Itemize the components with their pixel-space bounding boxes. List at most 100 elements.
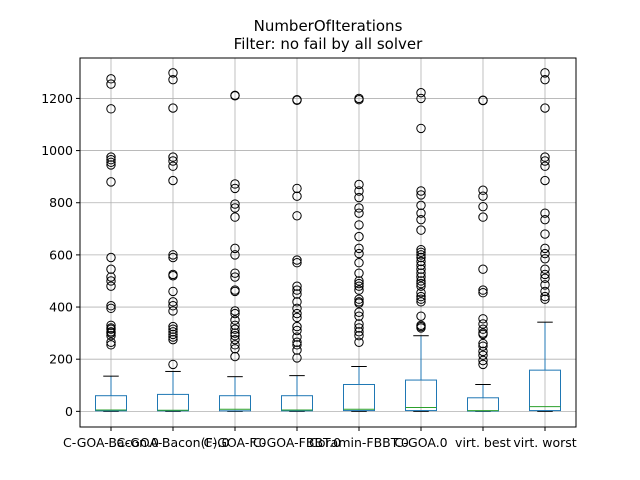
outlier-point — [168, 306, 178, 316]
outlier-point — [106, 276, 116, 286]
y-tick-label: 600 — [49, 247, 73, 262]
outlier-point — [540, 286, 550, 297]
outlier-point — [478, 350, 488, 360]
box-3 — [219, 90, 251, 412]
outlier-point — [292, 297, 302, 307]
box-body — [405, 379, 437, 412]
outlier-point — [168, 175, 178, 186]
outlier-point — [540, 229, 550, 239]
outlier-point — [416, 291, 426, 302]
outlier-point — [292, 183, 302, 194]
outlier-point — [106, 324, 116, 334]
outlier-point — [416, 225, 426, 235]
outlier-point — [106, 79, 116, 89]
outlier-point — [416, 311, 426, 321]
outlier-point — [478, 314, 488, 324]
outlier-point — [292, 281, 302, 291]
outlier-point — [168, 329, 178, 340]
outlier-point — [540, 68, 550, 78]
box-6 — [405, 87, 437, 412]
outlier-point — [540, 103, 550, 113]
outlier-point — [478, 285, 488, 295]
outlier-point — [478, 95, 488, 106]
outlier-point — [106, 328, 116, 338]
outlier-point — [292, 258, 302, 268]
outlier-point — [106, 104, 116, 114]
outlier-point — [106, 320, 116, 330]
outlier-point — [230, 91, 240, 101]
outlier-point — [292, 353, 302, 363]
outlier-point — [106, 337, 116, 347]
y-tick-label: 800 — [49, 195, 73, 210]
outlier-point — [540, 175, 550, 186]
outlier-point — [416, 264, 426, 274]
outlier-point — [416, 214, 426, 225]
outlier-point — [416, 87, 426, 98]
outlier-point — [230, 199, 240, 209]
outlier-point — [168, 327, 178, 337]
outlier-point — [354, 192, 364, 203]
outlier-point — [230, 351, 240, 362]
outlier-point — [230, 286, 240, 297]
outlier-point — [292, 191, 302, 201]
outlier-point — [292, 289, 302, 299]
outlier-point — [416, 247, 426, 257]
outlier-point — [354, 276, 364, 286]
outlier-point — [540, 291, 550, 302]
outlier-point — [292, 211, 302, 221]
outlier-point — [292, 325, 302, 336]
outlier-point — [478, 319, 488, 329]
outlier-point — [540, 152, 550, 162]
outlier-point — [354, 278, 364, 289]
outlier-point — [230, 320, 240, 330]
outlier-point — [540, 74, 550, 85]
outlier-point — [540, 294, 550, 304]
y-tick-label: 1200 — [41, 91, 73, 106]
outlier-point — [168, 250, 178, 260]
box-body — [95, 395, 127, 412]
outlier-point — [168, 297, 178, 307]
outlier-point — [292, 285, 302, 295]
outlier-point — [478, 191, 488, 201]
outlier-point — [292, 345, 302, 355]
x-tick-label: C-GOA-Bacon.0 — [63, 435, 159, 450]
outlier-point — [292, 340, 302, 350]
box-series — [95, 68, 561, 412]
y-tick-label: 0 — [65, 404, 73, 419]
outlier-point — [106, 155, 116, 165]
outlier-point — [230, 183, 240, 194]
outlier-point — [416, 252, 426, 263]
outlier-point — [354, 281, 364, 291]
outlier-point — [106, 281, 116, 291]
outlier-point — [540, 243, 550, 254]
outlier-point — [106, 160, 116, 170]
outlier-point — [416, 294, 426, 304]
outlier-point — [478, 324, 488, 334]
outlier-point — [168, 286, 178, 297]
outlier-point — [354, 285, 364, 295]
outlier-point — [230, 344, 240, 354]
outlier-point — [292, 312, 302, 323]
x-tick-label: C-GOA-F.0 — [204, 435, 267, 450]
outlier-point — [230, 315, 240, 325]
outlier-point — [168, 321, 178, 332]
y-axis: 0 200 400 600 800 1000 1200 — [41, 91, 80, 419]
grid-lines — [80, 58, 576, 427]
outlier-point — [354, 323, 364, 333]
outlier-point — [354, 231, 364, 242]
outlier-point — [540, 208, 550, 218]
outlier-point — [540, 254, 550, 264]
outlier-point — [478, 359, 488, 370]
outlier-point — [168, 334, 178, 345]
outlier-point — [416, 287, 426, 298]
outlier-point — [416, 190, 426, 200]
outlier-point — [354, 319, 364, 329]
outlier-point — [230, 272, 240, 282]
outlier-point — [292, 337, 302, 347]
outlier-point — [230, 308, 240, 319]
outlier-point — [540, 280, 550, 290]
outlier-point — [416, 93, 426, 104]
box-2 — [157, 68, 189, 412]
outlier-point — [354, 220, 364, 230]
outlier-point — [478, 212, 488, 222]
